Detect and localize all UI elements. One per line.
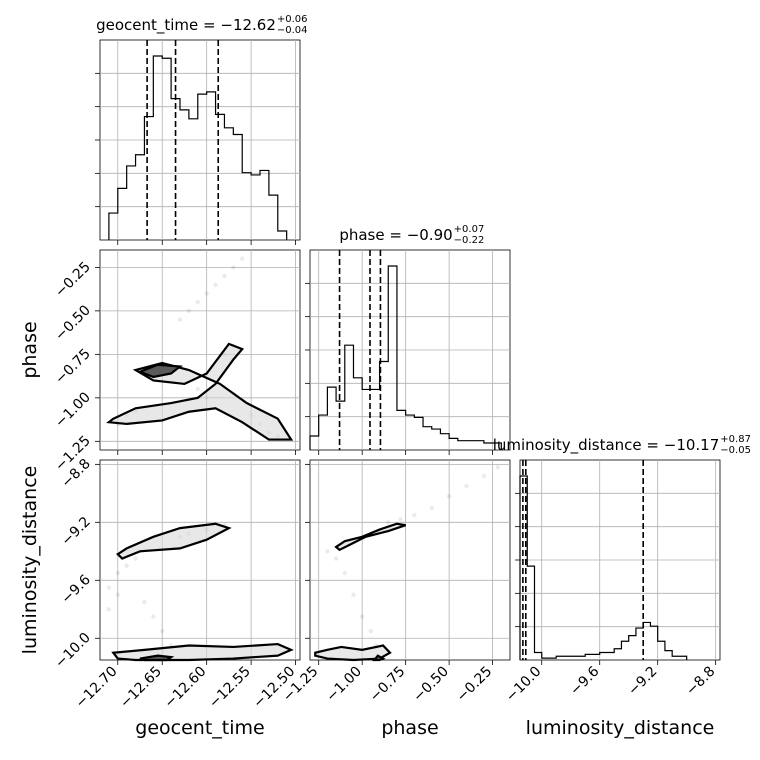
panel-geocent_time-vs-luminosity_distance (99, 459, 301, 661)
sample-point (222, 273, 227, 279)
x-tick-label: −9.2 (625, 664, 660, 699)
sample-point (351, 592, 356, 597)
x-tick-label: −12.70 (73, 664, 121, 712)
x-tick-label: −0.75 (367, 664, 409, 706)
x-axis-label-phase: phase (381, 717, 438, 739)
contour-core (139, 654, 175, 662)
y-tick-label: −9.2 (58, 514, 93, 549)
sample-point (124, 563, 129, 568)
sample-point (186, 308, 192, 314)
title-plus-luminosity_distance: +0.87 (720, 434, 751, 445)
y-tick-label: −0.25 (52, 259, 94, 301)
title-minus-luminosity_distance: −0.05 (720, 445, 751, 456)
sample-point (481, 473, 487, 479)
sample-point (464, 483, 469, 489)
sample-point (177, 317, 183, 322)
title-luminosity_distance: luminosity_distance = −10.17 (493, 436, 720, 455)
sample-point (106, 585, 112, 590)
x-tick-label: −10.0 (503, 664, 545, 706)
sample-point (160, 628, 165, 634)
x-tick-label: −12.60 (162, 664, 210, 712)
y-tick-label: −1.00 (52, 389, 94, 431)
sample-point (342, 570, 347, 576)
y-tick-label: −9.6 (58, 572, 93, 607)
sample-point (429, 505, 434, 511)
x-tick-label: −12.55 (206, 664, 254, 712)
sample-point (240, 256, 245, 261)
title-plus-phase: +0.07 (454, 224, 485, 235)
sample-point (151, 614, 156, 619)
sample-point (386, 520, 391, 525)
y-tick-label: −0.75 (52, 346, 94, 388)
y-axis-label-phase: phase (19, 321, 41, 378)
x-tick-label: −8.8 (683, 664, 718, 699)
sample-point (231, 265, 236, 270)
title-plus-geocent_time: +0.06 (277, 14, 308, 25)
sample-point (204, 291, 209, 296)
sample-point (106, 607, 112, 612)
contour-outer (314, 644, 392, 662)
histogram-luminosity_distance (519, 475, 688, 660)
title-minus-phase: −0.22 (454, 235, 485, 246)
contour-outer (116, 522, 232, 560)
x-axis-label-luminosity_distance: luminosity_distance (526, 717, 715, 739)
x-axis-label-geocent_time: geocent_time (135, 717, 264, 739)
y-tick-label: −10.0 (52, 630, 94, 672)
contour-outer (334, 522, 407, 552)
x-tick-label: −0.25 (454, 664, 496, 706)
title-geocent_time: geocent_time = −12.62 (96, 16, 276, 35)
panel-phase-vs-luminosity_distance (309, 459, 511, 661)
histogram-geocent_time (108, 55, 288, 240)
x-tick-label: −12.65 (117, 664, 165, 712)
histogram-phase (309, 265, 502, 450)
contour-outer (111, 642, 294, 662)
sample-point (398, 517, 403, 522)
sample-point (142, 599, 147, 605)
sample-point (213, 282, 218, 287)
sample-point (333, 556, 339, 561)
sample-point (195, 299, 200, 305)
sample-point (115, 592, 120, 597)
sample-point (115, 570, 120, 576)
sample-point (133, 556, 138, 561)
y-axis-label-luminosity_distance: luminosity_distance (19, 466, 41, 655)
sample-point (368, 628, 374, 634)
sample-point (359, 614, 365, 619)
y-tick-label: −0.50 (52, 302, 94, 344)
x-tick-label: −0.50 (410, 664, 452, 706)
x-tick-label: −1.00 (323, 664, 365, 706)
sample-point (446, 494, 452, 499)
sample-point (495, 465, 501, 470)
contour-core (136, 363, 183, 379)
x-tick-label: −9.6 (567, 663, 602, 698)
sample-point (325, 549, 330, 554)
title-minus-geocent_time: −0.04 (277, 25, 308, 36)
contour-core (372, 654, 386, 662)
title-phase: phase = −0.90 (339, 226, 452, 244)
sample-point (412, 512, 417, 518)
sample-point (195, 386, 200, 392)
